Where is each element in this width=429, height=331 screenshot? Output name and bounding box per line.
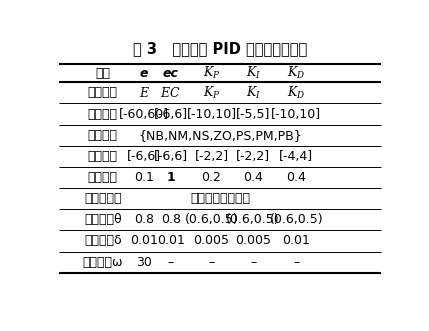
- Text: 0.005: 0.005: [193, 234, 230, 248]
- Text: 模糊论域: 模糊论域: [88, 150, 118, 163]
- Text: [-60,60]: [-60,60]: [119, 108, 169, 120]
- Text: [-2,2]: [-2,2]: [236, 150, 270, 163]
- Text: (0.6,0.5): (0.6,0.5): [185, 213, 239, 226]
- Text: $EC$: $EC$: [160, 86, 181, 100]
- Text: ec: ec: [163, 67, 178, 80]
- Text: [-6,6]: [-6,6]: [127, 150, 161, 163]
- Text: $K_P$: $K_P$: [203, 65, 221, 81]
- Text: 量化因子: 量化因子: [88, 171, 118, 184]
- Text: [-2,2]: [-2,2]: [194, 150, 229, 163]
- Text: –: –: [293, 256, 299, 268]
- Text: 伸缩参数δ: 伸缩参数δ: [84, 234, 122, 248]
- Text: 0.005: 0.005: [235, 234, 271, 248]
- Text: (0.6,0.5): (0.6,0.5): [269, 213, 323, 226]
- Text: 基本论域: 基本论域: [88, 108, 118, 120]
- Text: 0.01: 0.01: [157, 234, 184, 248]
- Text: [-6,6]: [-6,6]: [154, 108, 188, 120]
- Text: e: e: [140, 67, 148, 80]
- Text: 表 3   改进模糊 PID 控制器参数设置: 表 3 改进模糊 PID 控制器参数设置: [133, 41, 307, 56]
- Text: [-5,5]: [-5,5]: [236, 108, 270, 120]
- Text: 0.01: 0.01: [130, 234, 158, 248]
- Text: 变量: 变量: [95, 67, 110, 80]
- Text: 模糊词集: 模糊词集: [88, 129, 118, 142]
- Text: 30: 30: [136, 256, 152, 268]
- Text: (0.6,0.5): (0.6,0.5): [227, 213, 280, 226]
- Text: 0.01: 0.01: [282, 234, 310, 248]
- Text: $K_I$: $K_I$: [245, 65, 261, 81]
- Text: 隶属度函数: 隶属度函数: [84, 192, 121, 205]
- Text: 1: 1: [166, 171, 175, 184]
- Text: 0.4: 0.4: [287, 171, 306, 184]
- Text: 三角形隶属度函数: 三角形隶属度函数: [190, 192, 250, 205]
- Text: 0.1: 0.1: [134, 171, 154, 184]
- Text: 0.8: 0.8: [160, 213, 181, 226]
- Text: 模糊变量: 模糊变量: [88, 86, 118, 99]
- Text: 0.2: 0.2: [202, 171, 221, 184]
- Text: 0.4: 0.4: [243, 171, 263, 184]
- Text: 伸缩参数θ: 伸缩参数θ: [84, 213, 122, 226]
- Text: $K_P$: $K_P$: [203, 85, 221, 101]
- Text: –: –: [208, 256, 214, 268]
- Text: [-10,10]: [-10,10]: [271, 108, 321, 120]
- Text: [-10,10]: [-10,10]: [187, 108, 237, 120]
- Text: [-6,6]: [-6,6]: [154, 150, 188, 163]
- Text: {NB,NM,NS,ZO,PS,PM,PB}: {NB,NM,NS,ZO,PS,PM,PB}: [138, 129, 302, 142]
- Text: $K_I$: $K_I$: [245, 85, 261, 101]
- Text: –: –: [250, 256, 256, 268]
- Text: $K_D$: $K_D$: [287, 85, 305, 101]
- Text: 伸缩阈值ω: 伸缩阈值ω: [82, 256, 123, 268]
- Text: [-4,4]: [-4,4]: [279, 150, 314, 163]
- Text: $E$: $E$: [139, 86, 150, 100]
- Text: –: –: [168, 256, 174, 268]
- Text: $K_D$: $K_D$: [287, 65, 305, 81]
- Text: 0.8: 0.8: [134, 213, 154, 226]
